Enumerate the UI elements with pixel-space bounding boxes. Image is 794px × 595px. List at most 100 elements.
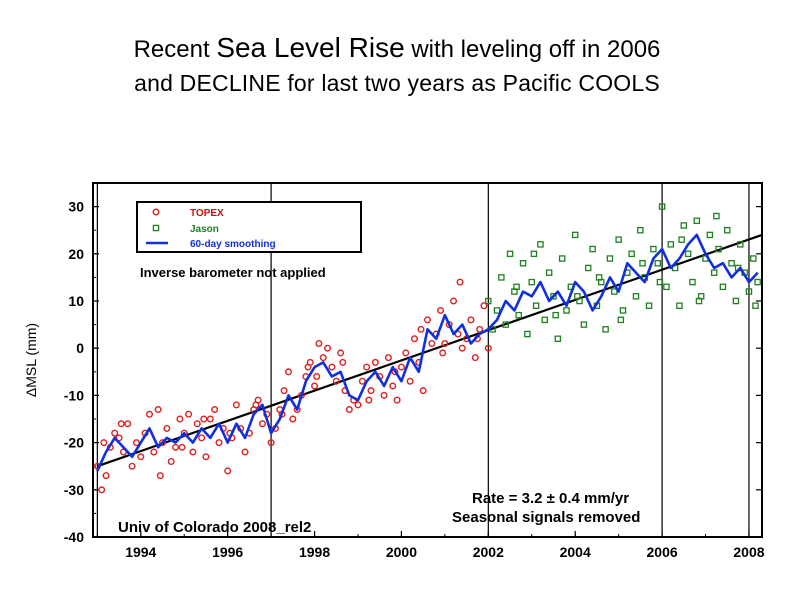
- jason-point: [537, 241, 544, 248]
- topex-point: [313, 373, 321, 381]
- topex-point: [163, 424, 171, 432]
- topex-point: [178, 443, 186, 451]
- jason-point: [595, 274, 603, 281]
- legend-smoothing-label: 60-day smoothing: [190, 239, 276, 250]
- jason-point: [676, 302, 683, 309]
- topex-point: [159, 439, 167, 447]
- legend-jason-label: Jason: [190, 224, 219, 235]
- jason-point: [732, 297, 740, 305]
- y-tick-label: -10: [64, 387, 84, 403]
- jason-point: [637, 226, 644, 234]
- topex-point: [215, 439, 223, 447]
- x-tick-label: 2002: [473, 544, 504, 560]
- x-tick-label: 1998: [299, 544, 330, 560]
- trend-line: [96, 233, 763, 468]
- jason-point: [493, 307, 501, 314]
- y-tick-label: 10: [68, 293, 84, 309]
- topex-point: [380, 391, 388, 399]
- topex-point: [211, 406, 219, 414]
- topex-point: [397, 363, 405, 371]
- topex-point: [441, 339, 449, 347]
- annotation-rate: Rate = 3.2 ± 0.4 mm/yr: [472, 490, 629, 507]
- jason-point: [710, 269, 718, 276]
- topex-point: [150, 448, 158, 456]
- x-tick-label: 2006: [647, 544, 678, 560]
- topex-point: [111, 429, 119, 437]
- topex-point: [289, 415, 297, 423]
- topex-point: [189, 448, 197, 456]
- jason-point: [715, 245, 722, 253]
- jason-point: [658, 203, 666, 210]
- slide-title-line2: and DECLINE for last two years as Pacifi…: [134, 70, 660, 96]
- jason-point: [528, 278, 536, 286]
- topex-point: [180, 429, 188, 437]
- jason-point: [650, 245, 657, 253]
- topex-point: [319, 354, 327, 362]
- jason-point: [619, 307, 627, 314]
- topex-point: [363, 363, 371, 371]
- topex-point: [252, 401, 260, 409]
- x-tick-label: 1996: [212, 544, 243, 560]
- jason-point: [752, 302, 759, 309]
- jason-point: [506, 250, 514, 258]
- jason-point: [584, 264, 592, 272]
- jason-point: [678, 236, 685, 243]
- topex-point: [324, 344, 332, 352]
- jason-point: [706, 231, 714, 239]
- topex-point: [193, 420, 201, 428]
- topex-point: [424, 316, 432, 324]
- jason-point: [728, 259, 735, 267]
- jason-point: [532, 302, 540, 309]
- topex-point: [154, 406, 162, 414]
- title-part1: Recent: [133, 36, 217, 63]
- jason-point: [550, 293, 557, 300]
- jason-point: [754, 278, 761, 286]
- topex-point: [439, 349, 447, 357]
- jason-point: [513, 283, 520, 291]
- jason-point: [524, 330, 531, 338]
- topex-point: [365, 396, 373, 404]
- topex-point: [328, 363, 336, 371]
- jason-point: [737, 241, 744, 248]
- topex-point: [354, 401, 362, 409]
- topex-point: [410, 335, 418, 343]
- topex-point: [284, 368, 292, 376]
- jason-point: [515, 311, 522, 319]
- topex-point: [339, 358, 347, 366]
- topex-point: [337, 349, 345, 357]
- topex-point: [402, 349, 410, 357]
- jason-point: [602, 326, 609, 333]
- topex-point: [258, 420, 266, 428]
- topex-point: [358, 377, 366, 385]
- topex-point: [98, 486, 106, 494]
- jason-point: [571, 231, 579, 239]
- y-tick-label: 0: [76, 340, 84, 356]
- jason-point: [632, 293, 640, 300]
- jason-point: [611, 288, 618, 295]
- topex-point: [128, 462, 136, 470]
- topex-point: [467, 316, 475, 324]
- topex-point: [417, 325, 425, 333]
- x-tick-label: 1994: [125, 544, 156, 560]
- topex-point: [476, 325, 484, 333]
- jason-point: [615, 236, 622, 243]
- topex-point: [102, 472, 110, 480]
- jason-point: [693, 217, 701, 225]
- y-tick-label: -20: [64, 435, 84, 451]
- legend-topex-label: TOPEX: [190, 208, 224, 219]
- topex-point: [332, 377, 340, 385]
- topex-point: [224, 467, 232, 475]
- jason-point: [541, 316, 549, 324]
- smoothing-line: [96, 233, 759, 472]
- jason-point: [617, 316, 625, 324]
- topex-point: [232, 401, 240, 409]
- jason-point: [750, 255, 757, 262]
- legend-topex-marker: [152, 208, 160, 216]
- topex-point: [384, 354, 392, 362]
- jason-point: [680, 222, 688, 229]
- topex-point: [389, 382, 397, 390]
- annotation-seasonal: Seasonal signals removed: [452, 509, 640, 526]
- topex-point: [100, 439, 108, 447]
- topex-point: [450, 297, 458, 305]
